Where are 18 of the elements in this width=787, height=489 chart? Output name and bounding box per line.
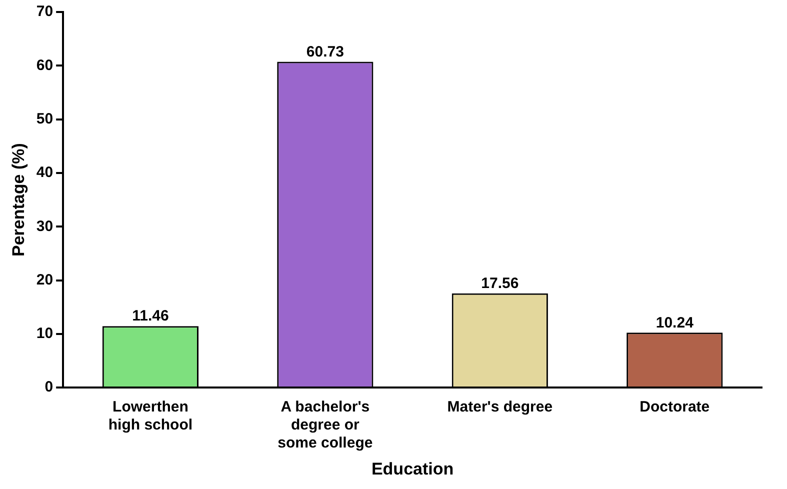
y-axis-title: Perentage (%) bbox=[8, 143, 28, 256]
y-tick-label: 10 bbox=[36, 325, 54, 342]
y-tick-label: 60 bbox=[36, 56, 54, 74]
x-tick-label: Mater's degree bbox=[447, 398, 553, 416]
x-axis-title: Education bbox=[371, 459, 454, 478]
x-tick-label: Lowerthen high school bbox=[108, 398, 193, 434]
x-tick-label: Doctorate bbox=[640, 398, 710, 416]
y-tick-label: 30 bbox=[36, 218, 54, 235]
y-tick-label: 50 bbox=[36, 110, 54, 128]
data-label: 17.56 bbox=[481, 275, 519, 292]
y-tick-label: 0 bbox=[44, 378, 54, 396]
x-tick-label: A bachelor's degree or some college bbox=[278, 398, 373, 452]
y-tick-label: 40 bbox=[36, 164, 54, 182]
y-tick-label: 20 bbox=[36, 271, 54, 288]
y-tick-label: 70 bbox=[36, 3, 54, 20]
data-label: 11.46 bbox=[132, 308, 169, 325]
data-label: 10.24 bbox=[656, 314, 694, 332]
data-label: 60.73 bbox=[306, 43, 344, 60]
